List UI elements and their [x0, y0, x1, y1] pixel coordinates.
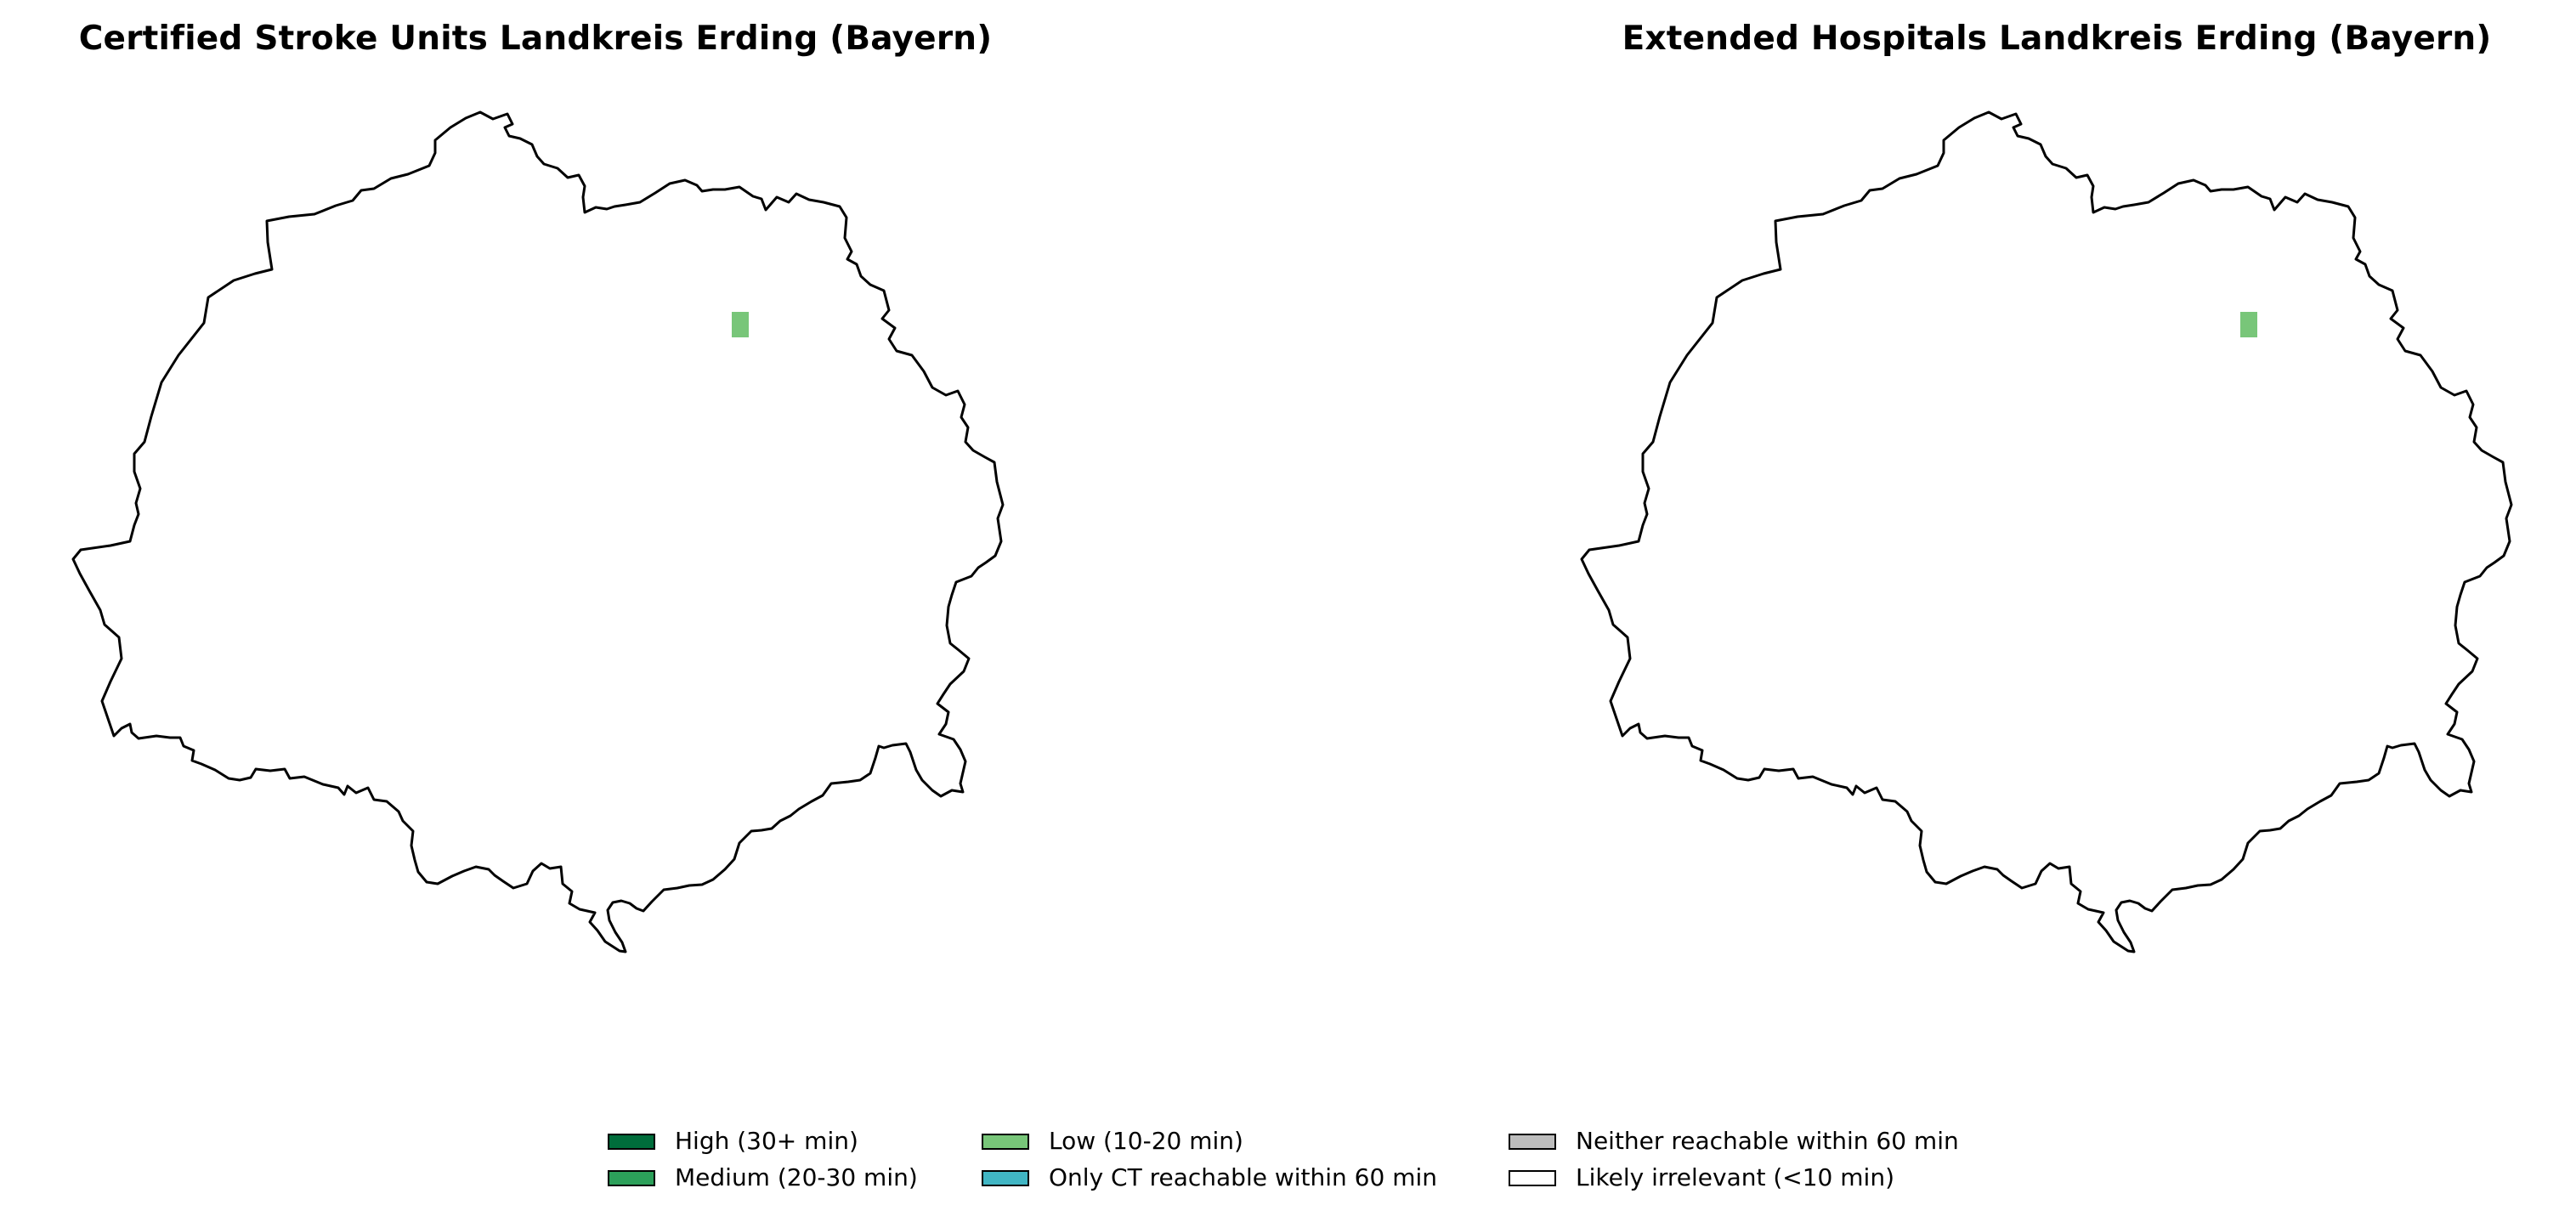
- legend-swatch-low: [982, 1133, 1029, 1150]
- legend-item-low: Low (10-20 min): [982, 1123, 1243, 1159]
- legend-item-neither: Neither reachable within 60 min: [1509, 1123, 1959, 1159]
- legend-item-medium: Medium (20-30 min): [608, 1160, 918, 1196]
- right-district-boundary: [1580, 110, 2513, 953]
- right-map-cell-low: [2240, 312, 2257, 337]
- legend: High (30+ min) Medium (20-30 min) Low (1…: [608, 1123, 2001, 1200]
- legend-swatch-neither: [1509, 1133, 1556, 1150]
- legend-label-medium: Medium (20-30 min): [675, 1163, 918, 1191]
- right-map-title: Extended Hospitals Landkreis Erding (Bay…: [1622, 20, 2492, 58]
- left-map-title: Certified Stroke Units Landkreis Erding …: [78, 20, 993, 58]
- legend-label-neither: Neither reachable within 60 min: [1576, 1127, 1959, 1155]
- legend-swatch-ct-only: [982, 1169, 1029, 1186]
- legend-item-ct-only: Only CT reachable within 60 min: [982, 1160, 1437, 1196]
- legend-swatch-high: [608, 1133, 655, 1150]
- right-map-cells: [2240, 312, 2257, 337]
- left-map-cell-low: [732, 312, 749, 337]
- left-district-boundary: [71, 110, 1005, 953]
- legend-swatch-irrelevant: [1509, 1169, 1556, 1186]
- legend-label-ct-only: Only CT reachable within 60 min: [1049, 1163, 1438, 1191]
- legend-label-low: Low (10-20 min): [1049, 1127, 1243, 1155]
- left-map: [71, 110, 1005, 953]
- left-map-cells: [732, 312, 749, 337]
- right-map: [1580, 110, 2513, 953]
- legend-item-irrelevant: Likely irrelevant (<10 min): [1509, 1160, 1894, 1196]
- legend-swatch-medium: [608, 1169, 655, 1186]
- legend-label-high: High (30+ min): [675, 1127, 858, 1155]
- legend-label-irrelevant: Likely irrelevant (<10 min): [1576, 1163, 1894, 1191]
- legend-item-high: High (30+ min): [608, 1123, 858, 1159]
